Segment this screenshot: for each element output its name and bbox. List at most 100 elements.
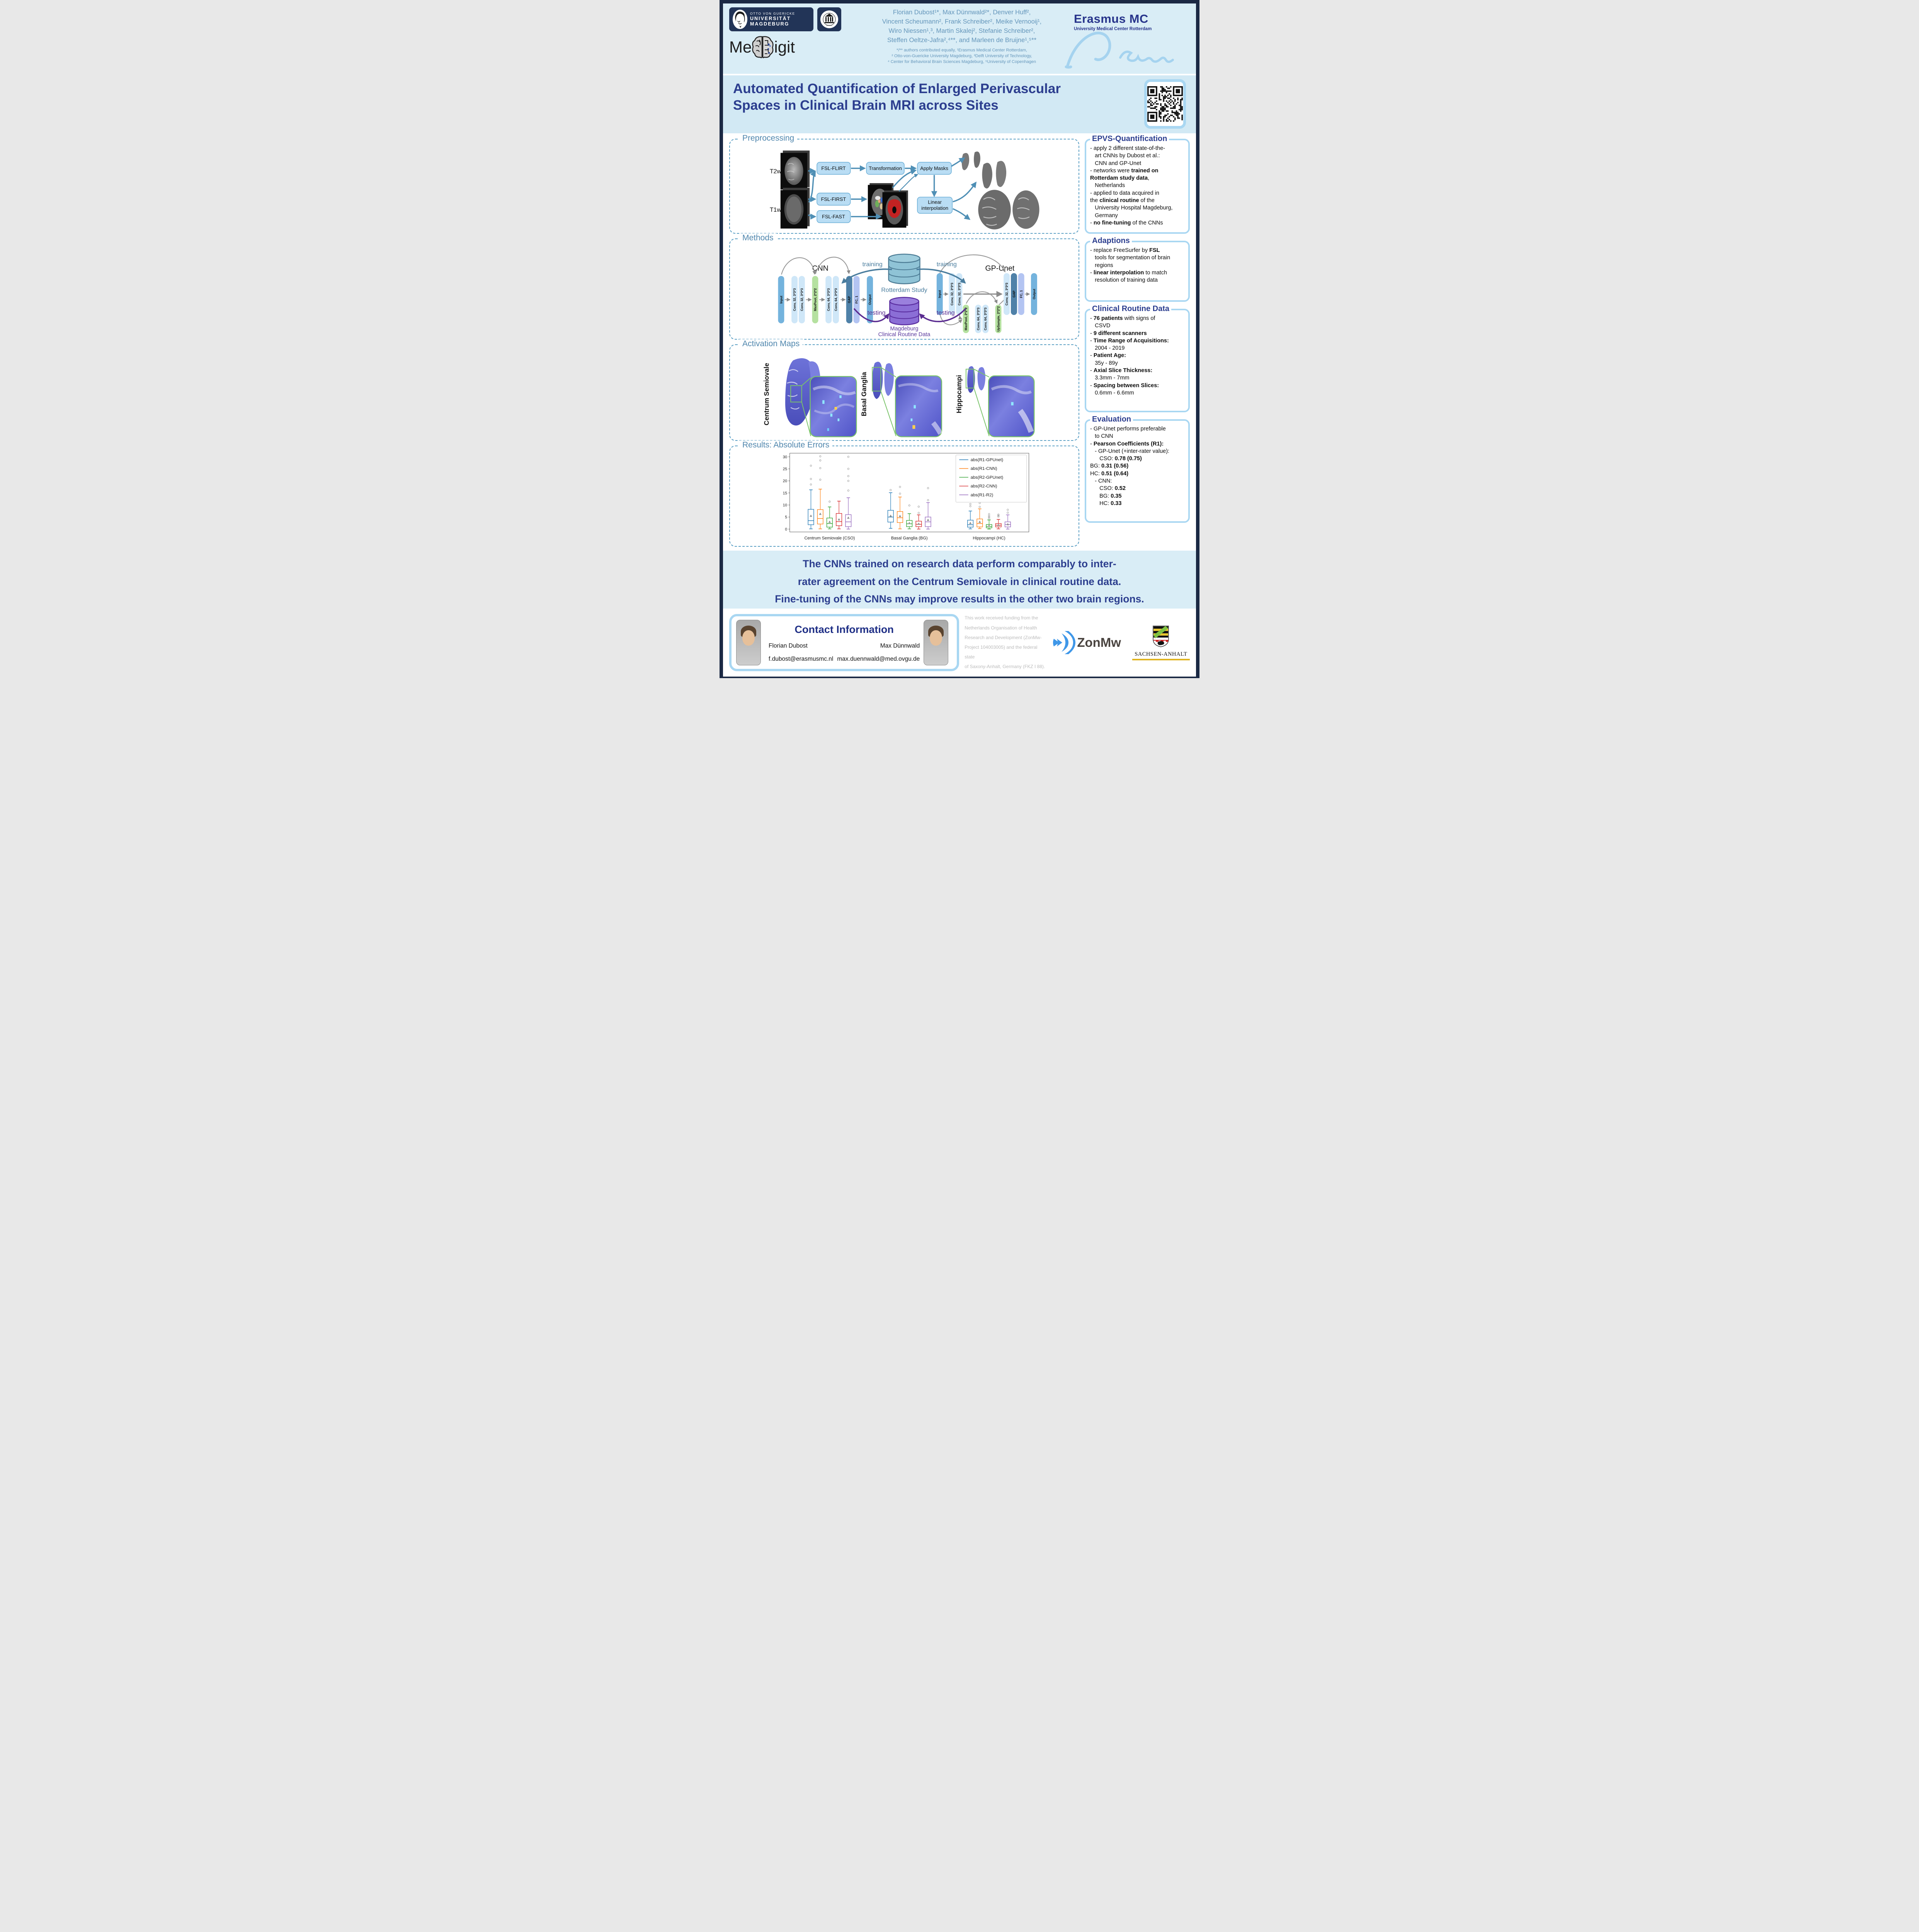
layer-pill (867, 276, 873, 323)
erasmus-signature-icon (1065, 31, 1174, 69)
panel-clinical-routine-data: Clinical Routine Data - 76 patients with… (1085, 304, 1190, 412)
layer-pill (778, 276, 784, 323)
outlier (997, 515, 1000, 518)
layer-pill-label: Conv, 64, 3*3*3 (834, 288, 838, 311)
layer-pill (975, 304, 982, 333)
epvs-line: - applied to data acquired in (1090, 190, 1159, 196)
evaluation-line: - GP-Unet performs preferable (1090, 426, 1166, 432)
mean-marker (889, 514, 892, 517)
layer-pill-label: Conv, 32, 3*3*3 (1005, 282, 1009, 305)
adaptions-line: resolution of training data (1090, 277, 1158, 284)
clinical-line: - Spacing between Slices: (1090, 382, 1159, 389)
y-tick-label: 0 (785, 527, 787, 532)
epvs-line: - apply 2 different state-of-the- (1090, 145, 1165, 151)
x-category-label: Hippocampi (HC) (973, 536, 1005, 541)
main-content: Preprocessing T2w T1w (723, 133, 1196, 551)
mean-marker (819, 512, 822, 515)
panel-title-clinical: Clinical Routine Data (1090, 304, 1172, 313)
mean-marker (997, 524, 1000, 526)
funding-line: Research and Development (ZonMw- (965, 634, 1042, 640)
masked-brain-outputs (961, 151, 1039, 230)
outlier (819, 455, 822, 457)
footer: Contact Information Florian Dubost Max D… (723, 609, 1196, 677)
faculty-seal-icon: MCMLIV (820, 10, 838, 28)
epvs-line: Netherlands (1090, 182, 1125, 189)
region-label-bg: Basal Ganglia (860, 372, 868, 416)
mean-marker (837, 518, 840, 520)
t1w-label: T1w (770, 207, 781, 213)
layer-pill (846, 276, 852, 323)
layer-pill-label: MaxPool, 2*2*2 (813, 288, 817, 311)
affiliation-line: ⁴ Center for Behavioral Brain Sciences M… (887, 60, 1036, 65)
legend-label: abs(R1-R2) (971, 493, 994, 497)
avatar-max-duennwald (924, 620, 949, 665)
mean-marker (988, 524, 990, 527)
evaluation-line: CSO: 0.78 (0.75) (1090, 456, 1142, 462)
section-methods: Methods CNN GP-Unet (729, 233, 1079, 340)
t2w-image (780, 150, 810, 190)
outlier (847, 468, 849, 470)
linear-interp-box-l2: interpolation (921, 205, 948, 211)
layer-pill-label: Conv, 64, 3*3*3 (827, 288, 830, 311)
panel-epvs-quantification: EPVS-Quantification - apply 2 different … (1085, 134, 1190, 234)
outlier (927, 487, 929, 489)
layer-pill (1004, 273, 1010, 315)
results-boxplot: 0 5 10 15 20 25 30 Centrum Semiovale (CSO) Basal… (783, 453, 1029, 541)
legend-label: abs(R1-CNN) (971, 466, 997, 471)
qr-code-icon (1147, 86, 1183, 122)
activation-maps-figure: Centrum Semiovale (762, 358, 1035, 437)
y-tick-label: 5 (785, 515, 787, 520)
sachsen-anhalt-logo: SACHSEN-ANHALT (1132, 625, 1190, 660)
cnn-title: CNN (812, 264, 829, 272)
mean-marker (810, 514, 812, 517)
clinical-line: 3.3mm - 7mm (1090, 375, 1130, 381)
testing-label-right: testing (937, 310, 955, 316)
section-label-methods: Methods (739, 233, 777, 243)
contact-email-1: f.dubost@erasmusmc.nl (769, 656, 834, 662)
affiliation-line: */** authors contributed equally, ¹Erasm… (897, 48, 1027, 53)
header: OTTO VON GUERICKE UNIVERSITÄT MAGDEBURG (723, 3, 1196, 74)
meddigit-logo: Me igit (729, 35, 850, 59)
training-label-left: training (863, 261, 883, 268)
adaptions-line: tools for segmentation of brain (1090, 255, 1170, 261)
erasmus-subtitle: University Medical Center Rotterdam (1074, 27, 1152, 31)
outlier (997, 514, 1000, 516)
outlier (988, 516, 990, 518)
layer-pill-label: MaxPool, 2*2*2 (964, 307, 968, 330)
authors-line: Steffen Oeltze-Jafra²,⁴**, and Marleen d… (887, 36, 1036, 44)
outlier (917, 505, 920, 508)
outlier (978, 506, 981, 508)
poster: OTTO VON GUERICKE UNIVERSITÄT MAGDEBURG (720, 0, 1199, 678)
mean-marker (927, 519, 929, 521)
cso-zoom-source (790, 385, 802, 403)
y-tick-label: 20 (783, 479, 788, 483)
contact-name-2: Max Dünnwald (880, 643, 920, 649)
epvs-line: Germany (1090, 212, 1118, 219)
sachsen-anhalt-crest-icon (1153, 625, 1169, 647)
apply-masks-box: Apply Masks (920, 165, 948, 171)
zonmw-logo: ZonMw (1051, 630, 1126, 655)
logo-block: OTTO VON GUERICKE UNIVERSITÄT MAGDEBURG (729, 7, 850, 72)
flirt-box: FSL-FLIRT (821, 165, 846, 171)
layer-pill-label: Conv, 32, 3*3*3 (957, 282, 961, 305)
layer-pill-label: GAP (1012, 291, 1016, 298)
clinical-line: - Patient Age: (1090, 352, 1126, 359)
epvs-line: - networks were trained on (1090, 167, 1159, 174)
layer-pill (1031, 273, 1037, 315)
cso-zoom-panel (810, 376, 857, 437)
outlier (847, 490, 849, 492)
clinical-line: 35y - 89y (1090, 360, 1118, 366)
clinical-line: CSVD (1090, 323, 1111, 329)
epvs-line: University Hospital Magdeburg, (1090, 205, 1173, 211)
funding-line: Netherlands Organisation of Health (965, 625, 1037, 631)
layer-pill-label: FC, 1 (1019, 290, 1023, 298)
mean-marker (969, 522, 972, 524)
plot-frame (789, 453, 1029, 532)
adaptions-line: - linear interpolation to match (1090, 269, 1167, 276)
t1w-image (780, 188, 810, 229)
ovgu-university-logo: OTTO VON GUERICKE UNIVERSITÄT MAGDEBURG (729, 7, 813, 31)
evaluation-line: - GP-Unet (+inter-rater value): (1090, 448, 1170, 454)
conclusion-banner: The CNNs trained on research data perfor… (723, 551, 1196, 609)
evaluation-line: - Pearson Coefficients (R1): (1090, 440, 1164, 447)
evaluation-line: to CNN (1090, 433, 1113, 440)
